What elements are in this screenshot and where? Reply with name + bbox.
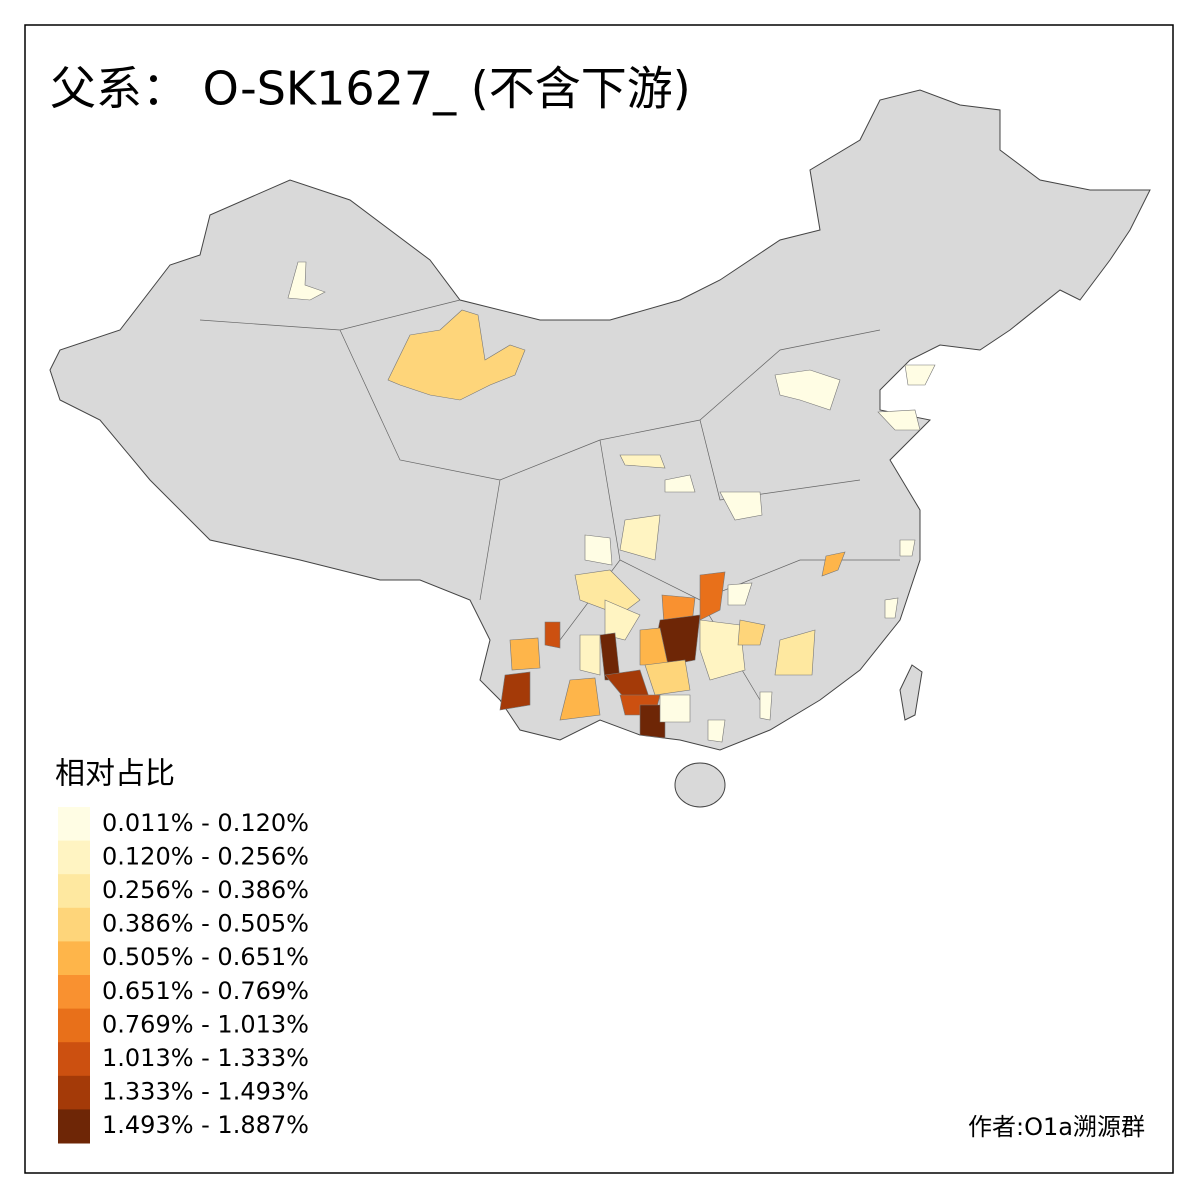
legend-label: 0.386% - 0.505% [102, 910, 309, 938]
region [727, 582, 753, 606]
region [559, 677, 601, 721]
region [774, 629, 816, 676]
legend-swatch [58, 1042, 90, 1077]
region [499, 671, 531, 711]
legend-swatch [58, 807, 90, 842]
legend-swatch [58, 975, 90, 1010]
region [877, 409, 921, 431]
island [674, 762, 726, 808]
region [737, 619, 766, 646]
region [387, 309, 526, 401]
legend-label: 0.505% - 0.651% [102, 943, 309, 971]
legend-swatch [58, 1075, 90, 1110]
map-title: 父系： O-SK1627_ (不含下游) [50, 62, 691, 116]
region [904, 364, 936, 386]
region [664, 474, 696, 493]
region [574, 569, 641, 616]
region [579, 634, 601, 676]
region [619, 454, 666, 469]
region [619, 514, 661, 561]
region [584, 534, 613, 566]
legend-label: 0.256% - 0.386% [102, 876, 309, 904]
region [509, 637, 541, 671]
legend-label: 1.013% - 1.333% [102, 1044, 309, 1072]
legend-swatch [58, 1109, 90, 1144]
region [544, 621, 561, 649]
legend-label: 0.651% - 0.769% [102, 977, 309, 1005]
basemap [49, 89, 1151, 808]
legend-swatch [58, 941, 90, 976]
region [774, 369, 841, 411]
shaded-regions [287, 261, 936, 743]
region [884, 597, 899, 619]
legend-label: 0.120% - 0.256% [102, 842, 309, 870]
island [899, 664, 923, 721]
legend-label: 1.333% - 1.493% [102, 1078, 309, 1106]
region [604, 599, 641, 641]
legend-swatch [58, 840, 90, 875]
legend-label: 0.769% - 1.013% [102, 1010, 309, 1038]
region [899, 539, 916, 557]
region [699, 571, 726, 621]
region [699, 619, 746, 681]
legend-swatch [58, 907, 90, 942]
region [644, 659, 691, 696]
legend: 0.011% - 0.120% 0.120% - 0.256% 0.256% - 0… [58, 807, 309, 1144]
legend-swatch [58, 1008, 90, 1043]
region [759, 691, 773, 721]
legend-title: 相对占比 [55, 757, 175, 792]
legend-label: 1.493% - 1.887% [102, 1111, 309, 1139]
region [659, 694, 691, 723]
region [719, 491, 763, 521]
region [821, 551, 846, 577]
legend-label: 0.011% - 0.120% [102, 809, 309, 837]
region [639, 704, 666, 739]
credit: 作者:O1a溯源群 [968, 1113, 1145, 1141]
region [707, 719, 726, 743]
legend-swatch [58, 874, 90, 909]
region [287, 261, 326, 301]
country-outline [49, 89, 1151, 751]
